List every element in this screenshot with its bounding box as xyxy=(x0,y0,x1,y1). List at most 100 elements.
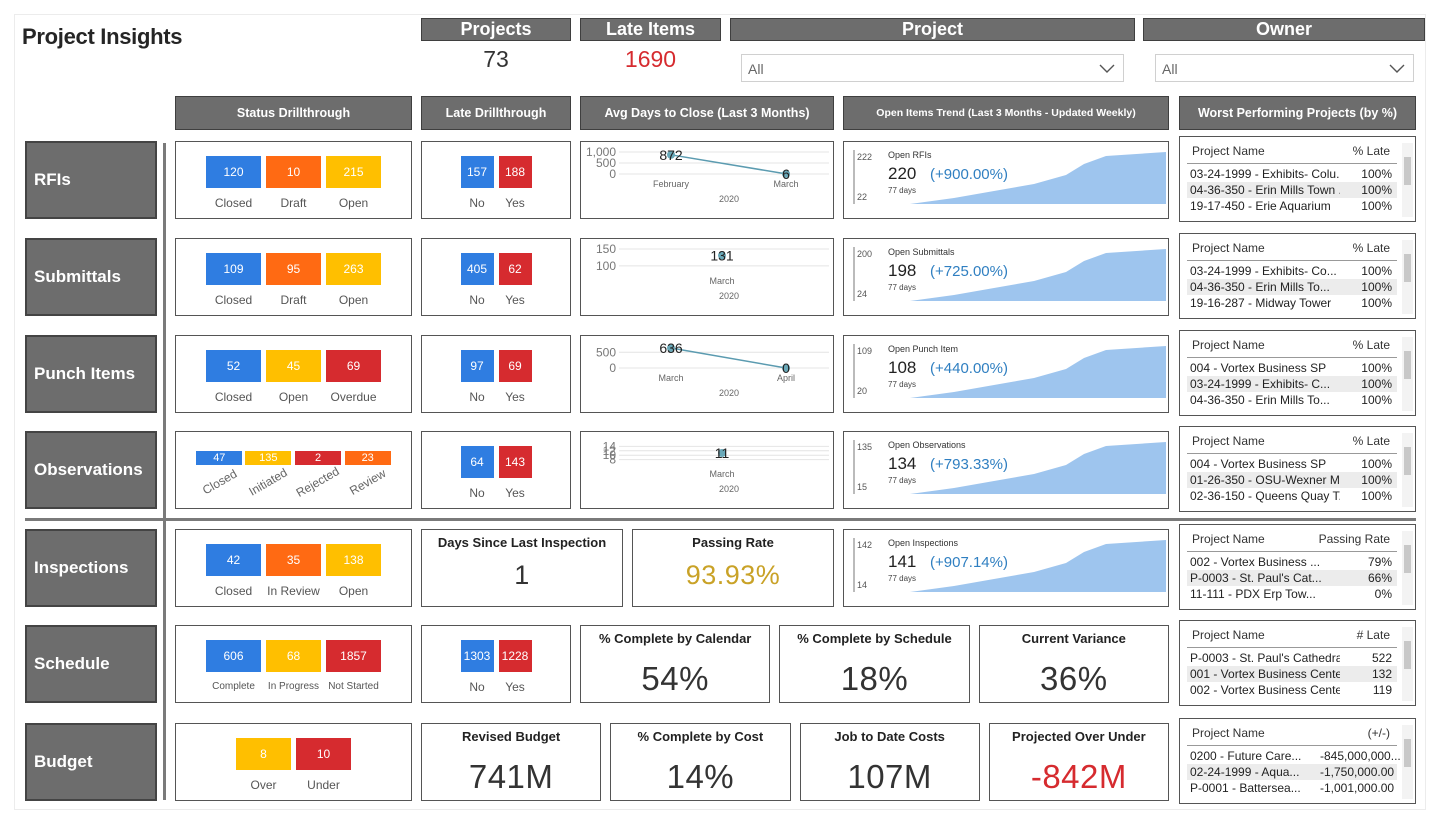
tile-label: Closed xyxy=(214,584,253,598)
cell-text: -1,750,000.00 xyxy=(1320,765,1395,779)
tile-column: 45 Open xyxy=(266,350,321,404)
trend-change: (+900.00%) xyxy=(930,166,1008,183)
trend-chart: 142 14 Open Inspections 141 (+907.14%) 77 day… xyxy=(853,538,1166,592)
trend-change: (+907.14%) xyxy=(930,554,1008,571)
trend-cell: 135 15 Open Observations 134 (+793.33%) 77 da… xyxy=(843,431,1169,509)
filter-value: All xyxy=(748,61,764,77)
tile-label: Draft xyxy=(280,293,307,307)
card-title: Job to Date Costs xyxy=(834,729,945,744)
status-cell: 42 Closed 35 In Review 138 Open xyxy=(175,529,412,607)
tile-label: No xyxy=(469,293,485,307)
avg-cell: 150 100 131 March 2020 xyxy=(580,238,834,316)
kpi-card: Current Variance 36% xyxy=(978,625,1169,703)
trend-area xyxy=(910,442,1166,494)
tile-column: 42 Closed xyxy=(206,544,261,598)
tile-group: 1303 No 1228 Yes xyxy=(422,640,570,694)
tile: 45 xyxy=(266,350,321,382)
scroll-thumb xyxy=(1404,254,1411,282)
tile-column: 52 Closed xyxy=(206,350,261,404)
row-band xyxy=(1187,376,1397,392)
tile-label: Closed xyxy=(214,293,253,307)
trend-area xyxy=(910,540,1166,592)
tile-column: 10 Draft xyxy=(266,156,321,210)
tile-column: 95 Draft xyxy=(266,253,321,307)
card-value: 18% xyxy=(840,660,909,697)
kpi-card: Days Since Last Inspection 1 xyxy=(421,529,623,607)
point-value: 0 xyxy=(782,360,790,376)
row-band xyxy=(1187,279,1397,295)
worst-table: Project Name % Late 03-24-1999 - Exhibits-… xyxy=(1179,136,1416,222)
trend-change: (+793.33%) xyxy=(930,456,1008,473)
column-name: Project Name xyxy=(1192,726,1265,740)
column-header: Worst Performing Projects (by %) xyxy=(1179,96,1416,130)
cell-text: 100% xyxy=(1361,183,1392,197)
worst-table: Project Name % Late 004 - Vortex Business … xyxy=(1179,330,1416,416)
tile-label: No xyxy=(469,486,485,500)
card-value: 54% xyxy=(641,660,709,697)
row-label: RFIs xyxy=(25,141,157,219)
y-tick-label: 500 xyxy=(596,156,616,170)
avg-point xyxy=(718,449,726,457)
y-tick-label: 0 xyxy=(609,167,616,181)
chevron xyxy=(1389,64,1405,73)
tile: 188 xyxy=(498,156,532,188)
card-value: 1 xyxy=(514,560,530,590)
tile-label: Under xyxy=(307,778,340,792)
tile: 2 xyxy=(295,451,341,465)
trend-change: (+725.00%) xyxy=(930,263,1008,280)
cell-text: 119 xyxy=(1372,683,1392,697)
worst-table: Project Name Passing Rate 002 - Vortex Bus… xyxy=(1179,524,1416,610)
tile-label: In Progress xyxy=(267,681,320,692)
column-name: % Late xyxy=(1352,338,1390,352)
cell-text: 100% xyxy=(1361,377,1392,391)
cell-text: 19-16-287 - Midway Tower xyxy=(1190,296,1332,310)
tile-column: 64 No xyxy=(460,446,494,500)
tile-label: Initiated xyxy=(246,465,291,499)
filter-value: All xyxy=(1162,61,1178,77)
trend-area xyxy=(910,152,1166,204)
cell-text: 001 - Vortex Business Center xyxy=(1190,667,1340,681)
filter-dropdown[interactable]: All xyxy=(741,54,1124,82)
card-value: -842M xyxy=(1030,758,1127,795)
late-cell: 157 No 188 Yes xyxy=(421,141,571,219)
row-band xyxy=(1187,182,1397,198)
y-tick-label: 500 xyxy=(596,345,616,359)
scroll-thumb xyxy=(1404,351,1411,379)
table-header-line xyxy=(1187,260,1397,261)
tile-column: 405 No xyxy=(460,253,494,307)
cell-text: 11-111 - PDX Erp Tow... xyxy=(1190,587,1316,601)
column-name: (+/-) xyxy=(1367,726,1390,740)
filter-dropdown[interactable]: All xyxy=(1155,54,1414,82)
cell-text: P-0003 - St. Paul's Cathedral xyxy=(1190,651,1340,665)
cell-text: 02-36-150 - Queens Quay T... xyxy=(1190,489,1340,503)
card-value: 107M xyxy=(847,758,932,795)
cell-text: 100% xyxy=(1361,457,1392,471)
column-name: Project Name xyxy=(1192,532,1265,546)
tile-group: 97 No 69 Yes xyxy=(422,350,570,404)
row-label: Inspections xyxy=(25,529,157,607)
row-band xyxy=(1187,570,1397,586)
trend-min: 22 xyxy=(857,192,867,202)
filter-header: Project xyxy=(730,18,1135,41)
table-header-line xyxy=(1187,647,1397,648)
y-tick-label: 150 xyxy=(596,242,616,256)
tile-column: 10 Under xyxy=(296,738,351,792)
tile-column: 23 Review xyxy=(344,451,391,498)
table-header-line xyxy=(1187,163,1397,164)
trend-min: 14 xyxy=(857,580,867,590)
kpi-value: 73 xyxy=(483,46,509,72)
tile-column: 188 Yes xyxy=(498,156,532,210)
tile-label: Over xyxy=(250,778,277,792)
card-value: 36% xyxy=(1040,660,1108,697)
late-cell: 1303 No 1228 Yes xyxy=(421,625,571,703)
y-tick-label: 14 xyxy=(603,439,617,453)
kpi-card: Passing Rate 93.93% xyxy=(632,529,834,607)
card-title: Revised Budget xyxy=(462,729,561,744)
tile-label: Draft xyxy=(280,196,307,210)
trend-max: 109 xyxy=(857,346,872,356)
y-tick-label: 0 xyxy=(609,361,616,375)
tile-column: 97 No xyxy=(460,350,494,404)
cell-text: 132 xyxy=(1371,667,1392,681)
cell-text: -845,000,000... xyxy=(1320,749,1401,763)
